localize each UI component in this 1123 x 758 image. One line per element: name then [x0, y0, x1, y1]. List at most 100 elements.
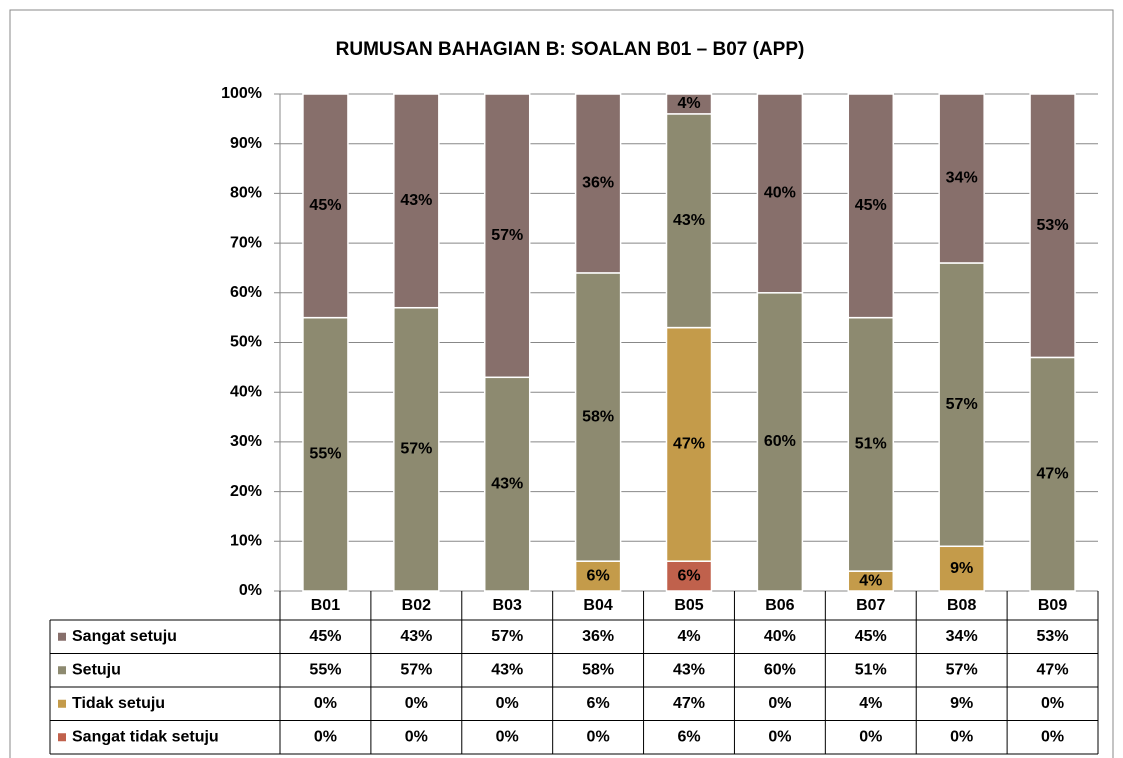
bar-segment [756, 292, 804, 592]
table-cell: 0% [768, 728, 791, 745]
table-cell: 57% [400, 661, 432, 678]
table-cell: 51% [855, 661, 887, 678]
table-cell: 0% [314, 728, 337, 745]
data-label: 45% [855, 197, 887, 214]
y-tick-label: 60% [230, 284, 262, 301]
table-cell: 53% [1037, 628, 1069, 645]
bar-segment [847, 93, 895, 319]
data-label: 58% [582, 408, 614, 425]
y-tick-label: 70% [230, 234, 262, 251]
table-cell: 58% [582, 661, 614, 678]
data-label: 55% [309, 446, 341, 463]
bar-segment [847, 316, 895, 572]
data-label: 47% [673, 436, 705, 453]
table-cell: 34% [946, 628, 978, 645]
data-label: 53% [1037, 217, 1069, 234]
bar-segment [665, 326, 713, 562]
x-tick-label: B09 [1038, 597, 1067, 614]
data-label: 9% [950, 560, 973, 577]
table-cell: 6% [587, 695, 610, 712]
legend-swatch [58, 632, 66, 641]
data-label: 57% [400, 441, 432, 458]
bar-segment [302, 93, 349, 319]
chart-border [9, 9, 1114, 758]
table-cell: 0% [405, 728, 428, 745]
table-cell: 0% [496, 695, 519, 712]
bar-segment [574, 272, 622, 562]
table-cell: 47% [673, 695, 705, 712]
y-tick-label: 100% [221, 85, 262, 102]
data-label: 57% [491, 227, 523, 244]
table-cell: 0% [950, 728, 973, 745]
table-cell: 0% [314, 695, 337, 712]
y-tick-label: 40% [230, 383, 262, 400]
legend-label: Sangat setuju [72, 628, 177, 645]
data-label: 4% [859, 572, 882, 589]
table-cell: 60% [764, 661, 796, 678]
x-tick-label: B05 [674, 597, 703, 614]
data-label: 4% [677, 95, 700, 112]
legend-swatch [58, 699, 66, 708]
table-cell: 0% [587, 728, 610, 745]
bar-segment [938, 93, 985, 264]
data-label: 45% [309, 197, 341, 214]
data-label: 40% [764, 185, 796, 202]
table-cell: 45% [855, 628, 887, 645]
table-cell: 36% [582, 628, 614, 645]
table-cell: 57% [491, 628, 523, 645]
bar-segment [393, 93, 440, 309]
table-cell: 4% [859, 695, 882, 712]
legend-swatch [58, 733, 66, 742]
bar-segment [665, 93, 713, 115]
legend-label: Sangat tidak setuju [72, 728, 219, 745]
y-tick-label: 80% [230, 185, 262, 202]
table-cell: 9% [950, 695, 973, 712]
table-cell: 0% [859, 728, 882, 745]
bar-segment [483, 376, 531, 592]
table-cell: 6% [677, 728, 700, 745]
bar-segment [393, 306, 440, 592]
table-cell: 45% [309, 628, 341, 645]
data-label: 6% [677, 567, 700, 584]
bar-segment [756, 93, 804, 294]
chart-title: RUMUSAN BAHAGIAN B: SOALAN B01 – B07 (AP… [336, 39, 805, 60]
legend-label: Setuju [72, 661, 121, 678]
table-cell: 0% [768, 695, 791, 712]
legend-swatch [58, 666, 66, 675]
table-cell: 0% [496, 728, 519, 745]
table-cell: 47% [1037, 661, 1069, 678]
table-cell: 55% [309, 661, 341, 678]
table-cell: 57% [946, 661, 978, 678]
bar-segment [665, 113, 713, 329]
bar-segment [1029, 356, 1076, 592]
bar-segment [938, 545, 985, 592]
table-cell: 43% [491, 661, 523, 678]
data-label: 51% [855, 436, 887, 453]
x-tick-label: B06 [765, 597, 794, 614]
table-cell: 40% [764, 628, 796, 645]
x-tick-label: B08 [947, 597, 976, 614]
data-label: 6% [587, 567, 610, 584]
bar-segment [574, 560, 622, 592]
y-tick-label: 20% [230, 483, 262, 500]
table-cell: 0% [1041, 728, 1064, 745]
bar-segment [1029, 93, 1076, 359]
bar-segment [665, 560, 713, 592]
data-label: 34% [946, 170, 978, 187]
table-cell: 0% [1041, 695, 1064, 712]
bar-segment [483, 93, 531, 379]
bar-segment [574, 93, 622, 274]
data-label: 57% [946, 396, 978, 413]
table-cell: 43% [673, 661, 705, 678]
x-tick-label: B01 [311, 597, 340, 614]
x-tick-label: B02 [402, 597, 431, 614]
x-tick-label: B04 [583, 597, 612, 614]
y-tick-label: 90% [230, 135, 262, 152]
table-cell: 0% [405, 695, 428, 712]
bar-segment [938, 262, 985, 548]
data-label: 43% [673, 212, 705, 229]
y-tick-label: 50% [230, 334, 262, 351]
x-tick-label: B07 [856, 597, 885, 614]
x-tick-label: B03 [493, 597, 522, 614]
